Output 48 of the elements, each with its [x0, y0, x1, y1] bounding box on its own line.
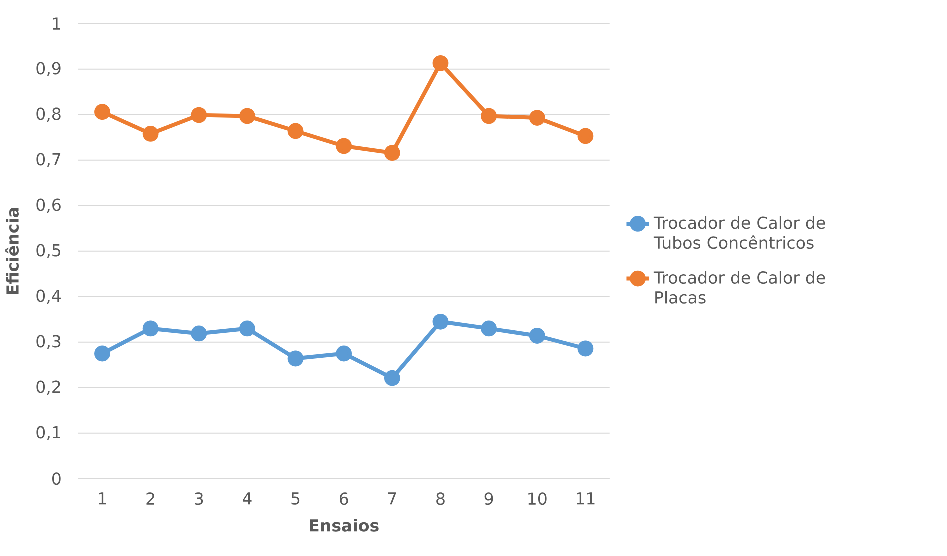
point — [578, 340, 594, 357]
point — [240, 320, 256, 336]
x-axis-title: Ensaios — [310, 518, 379, 532]
x-tick-label: 8 — [436, 492, 445, 505]
y-tick-label: 0,8 — [36, 108, 61, 122]
point — [240, 108, 256, 124]
point — [384, 370, 400, 386]
point — [432, 314, 449, 330]
point — [529, 110, 546, 126]
legend-label: Trocador de Calor de Tubos Concêntricos — [654, 216, 826, 249]
x-tick-label: 1 — [99, 492, 106, 504]
point — [481, 108, 498, 124]
x-tick-label: 4 — [242, 492, 252, 504]
point — [191, 326, 208, 342]
y-tick-label: 0,1 — [36, 426, 60, 440]
y-tick-label: 1 — [53, 18, 60, 30]
point — [191, 107, 208, 124]
x-tick-label: 10 — [528, 492, 547, 505]
point — [94, 346, 110, 362]
point — [578, 128, 594, 144]
y-tick-label: 0,9 — [36, 62, 61, 76]
x-tick-label: 7 — [388, 492, 396, 504]
point — [384, 144, 400, 161]
y-tick-label: 0,7 — [36, 153, 61, 168]
point — [336, 138, 352, 154]
point — [142, 126, 159, 142]
point — [288, 350, 304, 367]
point — [529, 328, 546, 344]
x-tick-label: 11 — [577, 492, 595, 504]
x-tick-label: 6 — [340, 492, 348, 505]
x-tick-label: 9 — [484, 492, 494, 505]
y-tick-label: 0 — [52, 472, 61, 485]
x-tick-label: 2 — [146, 492, 154, 505]
y-tick-label: 0,4 — [36, 290, 62, 304]
point — [432, 55, 449, 72]
x-tick-label: 3 — [195, 492, 204, 505]
y-tick-label: 0,2 — [36, 380, 60, 395]
point — [288, 123, 304, 139]
legend-label: Trocador de Calor de Placas — [654, 271, 826, 304]
y-tick-label: 0,5 — [36, 244, 60, 258]
y-tick-label: 0,3 — [36, 335, 61, 350]
y-axis-title: Eficiência — [6, 208, 19, 294]
point — [94, 104, 110, 120]
point — [481, 320, 498, 336]
point — [336, 346, 352, 362]
point — [142, 320, 159, 336]
y-tick-label: 0,6 — [36, 198, 61, 213]
x-tick-label: 5 — [292, 492, 300, 505]
